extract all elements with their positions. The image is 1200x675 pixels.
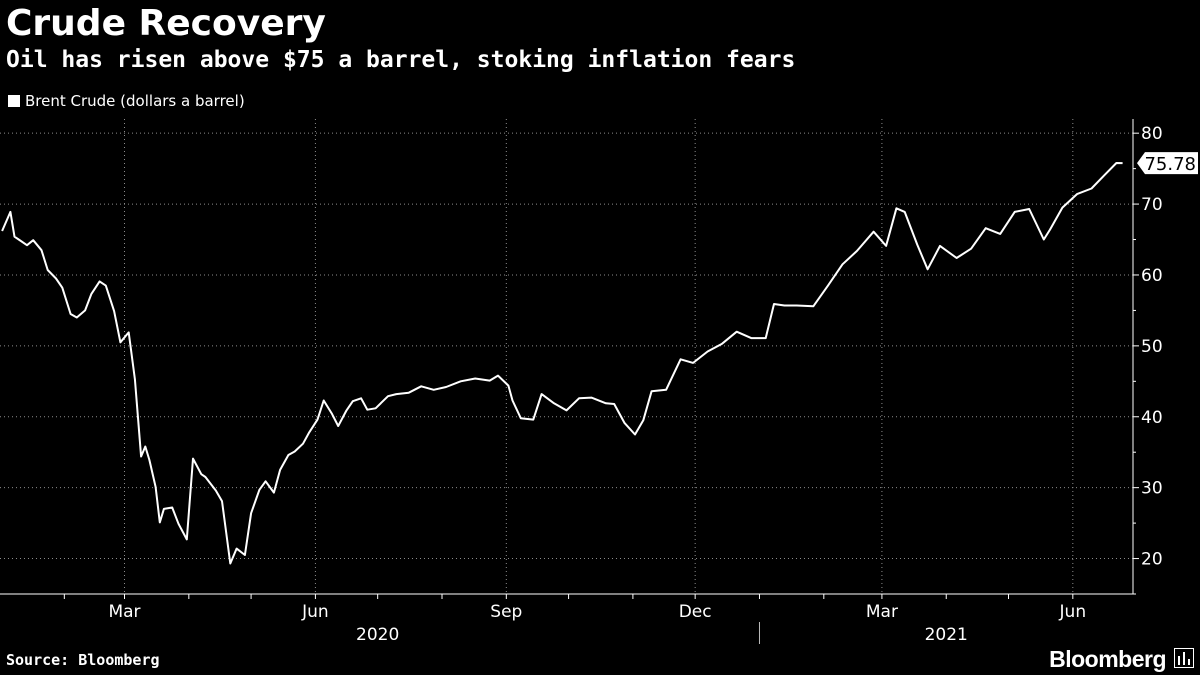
x-tick-label: Mar bbox=[108, 602, 140, 622]
x-tick-label: Dec bbox=[679, 602, 712, 622]
source-note: Source: Bloomberg bbox=[6, 651, 160, 669]
y-tick-label: 20 bbox=[1141, 550, 1163, 570]
legend-label: Brent Crude (dollars a barrel) bbox=[25, 92, 245, 110]
year-label: 2020 bbox=[356, 625, 399, 645]
x-tick-label: Jun bbox=[301, 602, 329, 622]
y-tick-label: 80 bbox=[1141, 124, 1163, 144]
y-tick-label: 70 bbox=[1141, 195, 1163, 215]
year-label: 2021 bbox=[925, 625, 968, 645]
y-tick-label: 30 bbox=[1141, 479, 1163, 499]
series-line-brent-crude bbox=[1, 162, 1123, 565]
x-tick-label: Mar bbox=[866, 602, 898, 622]
y-tick-label: 40 bbox=[1141, 408, 1163, 428]
chart-subtitle: Oil has risen above $75 a barrel, stokin… bbox=[6, 47, 796, 73]
bar-chart-icon bbox=[1174, 648, 1194, 668]
y-tick-label: 50 bbox=[1141, 337, 1163, 357]
last-value-callout bbox=[1137, 152, 1198, 175]
bloomberg-logo: Bloomberg bbox=[1049, 646, 1166, 672]
last-value-label: 75.78 bbox=[1144, 154, 1196, 175]
y-tick-label: 60 bbox=[1141, 266, 1163, 286]
legend-swatch bbox=[8, 95, 20, 107]
x-tick-label: Sep bbox=[490, 602, 522, 622]
legend: Brent Crude (dollars a barrel) bbox=[8, 91, 245, 111]
x-tick-label: Jun bbox=[1059, 602, 1087, 622]
chart-title: Crude Recovery bbox=[6, 3, 326, 44]
